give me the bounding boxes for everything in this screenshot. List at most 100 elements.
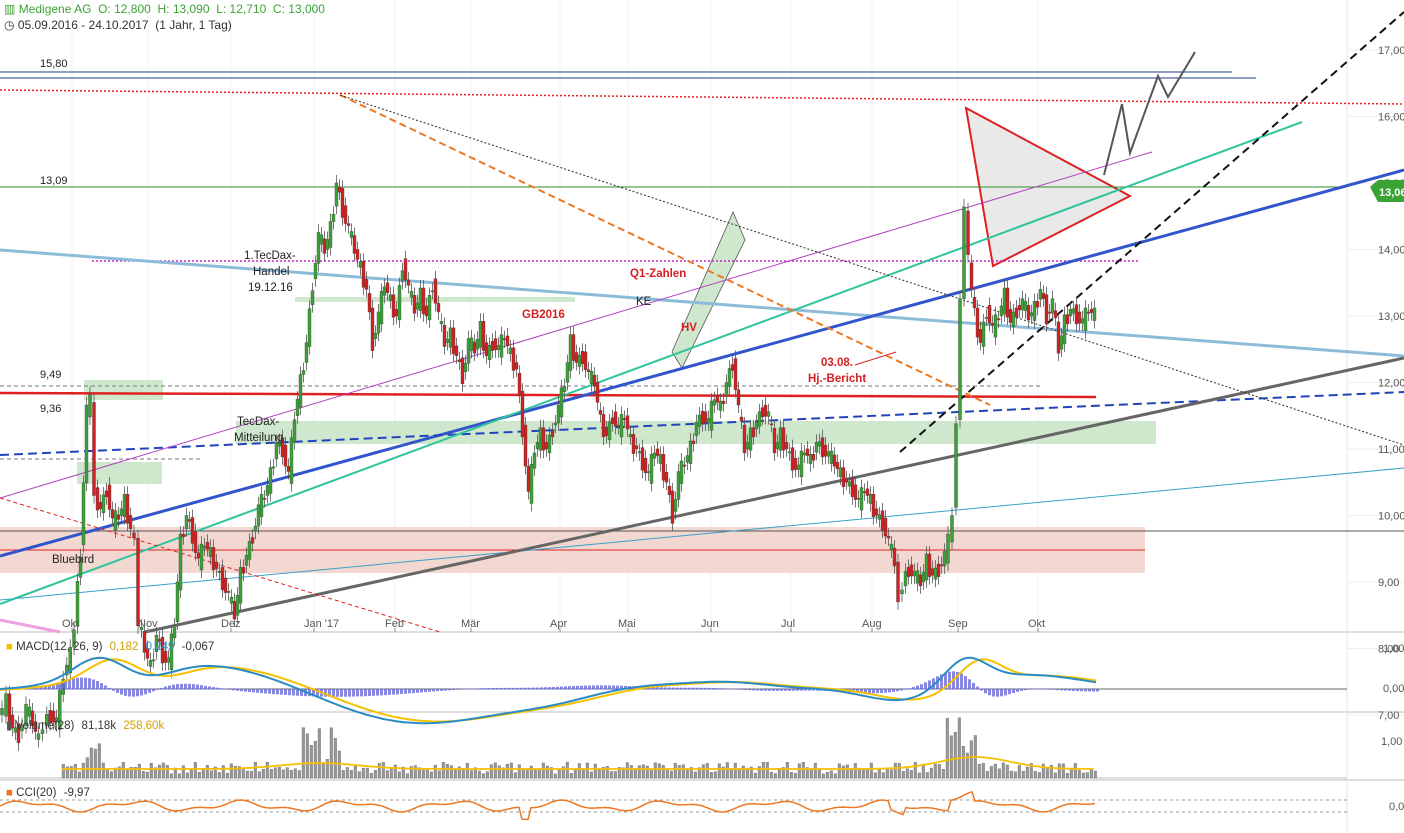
macd-histogram-bar [808,689,811,691]
candle-body [328,221,333,248]
candle-body [361,261,366,288]
candle-body [268,467,273,494]
candle-body [58,690,62,730]
volume-bar [401,766,405,779]
candle-body [745,442,750,450]
candle-body [820,437,825,458]
volume-bar [681,764,685,779]
candle-body [463,362,468,373]
volume-bar [1001,762,1005,779]
volume-bar [941,769,945,779]
volume-bar [353,766,357,779]
candle-body [775,442,780,450]
volume-bar [1021,771,1025,779]
macd-histogram-bar [500,687,503,690]
candle-body [24,704,28,726]
macd-histogram-bar [380,689,383,696]
candle-body [751,427,756,438]
trendline-cyan-thin [0,467,1404,601]
candle-body [122,493,127,517]
candle-body [424,305,429,317]
macd-histogram-bar [160,687,163,690]
candle-body [936,563,941,577]
candle-body [481,321,486,351]
macd-histogram-bar [80,677,83,690]
price-tick-label: 10,00 [1378,510,1404,522]
volume-bar [141,771,145,779]
volume-bar [933,763,937,779]
candle-body [451,327,456,355]
macd-tick-1: 1,00 [1383,643,1404,655]
candle-body [730,364,735,371]
candle-body [313,263,318,279]
volume-bar [837,763,841,779]
macd-histogram-bar [264,689,267,694]
macd-histogram-bar [812,689,815,691]
candle-body [706,418,711,424]
macd-histogram-bar [660,687,663,690]
candle-body [739,416,744,422]
macd-histogram-bar [64,680,67,690]
volume-bar [433,764,437,779]
candle-body [514,362,519,370]
macd-histogram-bar [1068,689,1071,691]
candle-body [496,345,501,351]
candle-body [454,345,459,357]
volume-bar [129,767,133,779]
candle-body [550,430,555,438]
volume-bar [961,745,965,779]
volume-bar [1017,765,1021,779]
volume-bar [637,765,641,779]
candle-body [1080,318,1085,324]
volume-bar [173,767,177,779]
candle-body [193,531,198,553]
macd-histogram-bar [972,682,975,690]
candle-body [950,515,954,543]
volume-bar [605,766,609,779]
volume-bar [737,769,741,779]
macd-histogram-bar [796,689,799,691]
month-tick-label: Okt [1028,618,1045,630]
candle-body [808,454,813,464]
candle-body [265,485,270,496]
volume-legend: ▮ Volume(28) 81,18k 258,60k [6,720,164,732]
candle-body [385,282,390,293]
candle-body [1014,307,1019,318]
candle-body [853,484,858,500]
volume-bar [989,766,993,779]
volume-bar [305,733,309,779]
macd-histogram-bar [336,689,339,697]
volume-bar [505,764,509,779]
macd-histogram-bar [252,689,255,693]
volume-bar [241,767,245,779]
candle-body [865,488,870,496]
macd-histogram-bar [272,689,275,695]
candle-body [586,369,591,373]
price-tick-label: 8,00 [1378,643,1399,655]
volume-bar [321,762,325,779]
candle-body [110,509,115,519]
macd-histogram-bar [236,689,239,691]
resistance-dotted-red [0,89,1404,105]
volume-bar [177,773,181,779]
candle-body [352,235,357,254]
macd-histogram-bar [960,673,963,690]
volume-bar [785,761,789,779]
volume-bar [101,762,105,779]
candle-body [1044,294,1049,325]
volume-bar [649,770,653,779]
macd-histogram-bar [636,686,639,690]
candle-body [250,537,255,544]
macd-histogram-bar [208,686,211,690]
volume-bar [669,770,673,779]
macd-histogram-bar [576,685,579,690]
macd-histogram-bar [372,689,375,696]
candle-body [930,568,935,576]
volume-bar [345,767,349,779]
candle-body [646,471,651,474]
candle-body [427,295,432,321]
volume-bar [625,762,629,779]
candle-body [16,723,21,744]
volume-bar [465,763,469,779]
time-axis-labels: Okt Nov Dez Jan '17 Feb Mär Apr Mai Jun Jul Aug Sep… [62,618,1045,632]
